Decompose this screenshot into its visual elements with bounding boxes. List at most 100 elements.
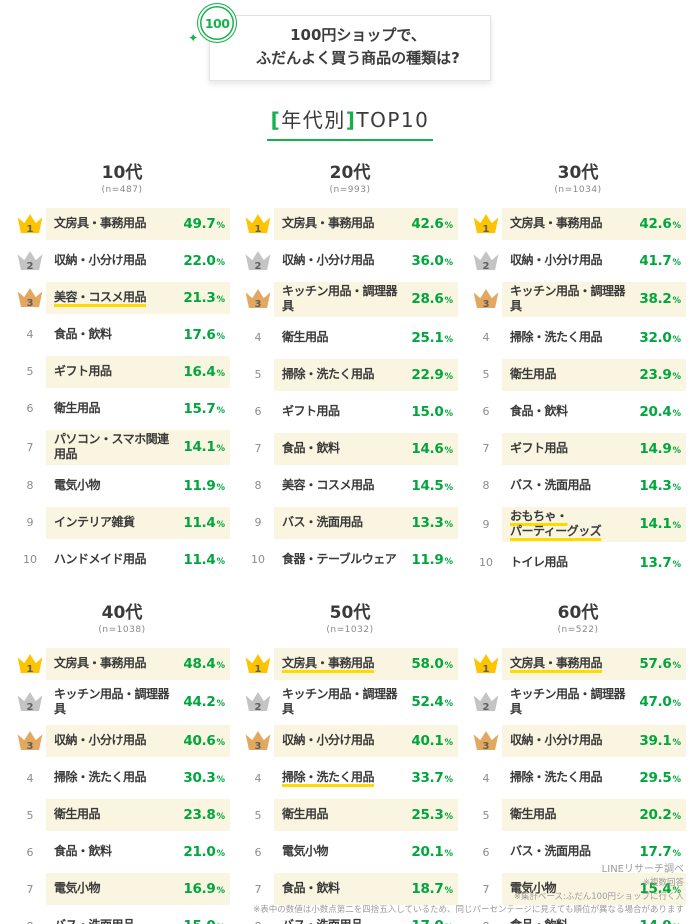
item-percent-value: 28.6 xyxy=(411,291,444,308)
rank-cell: 5 xyxy=(470,799,502,831)
footer: LINEリサーチ調べ ※複数回答 ※集計ベース:ふだん100円ショップに行く人 … xyxy=(253,860,684,917)
rank-cell: 6 xyxy=(470,396,502,428)
rank-cell: 2 xyxy=(470,245,502,277)
rank-row: 10 食器・テーブルウェア 11.9% xyxy=(242,544,458,576)
rank-cell: 7 xyxy=(242,433,274,465)
panel-title: 60代 xyxy=(557,602,599,623)
age-panel: 50代 (n=1032) 1 文房具・事務用品 58.0% 2 キッチン用品・調理器具 52.… xyxy=(242,598,458,924)
rank-number: 1 xyxy=(254,223,262,235)
rank-row: 5 衛生用品 23.9% xyxy=(470,358,686,391)
rank-cell: 5 xyxy=(242,359,274,391)
item-label: 食品・飲料 xyxy=(54,326,112,341)
item-percent: 57.6% xyxy=(639,656,681,672)
rank-crown-icon: 2 xyxy=(16,249,44,273)
section-title-wrap: [年代別]TOP10 xyxy=(0,104,700,141)
rank-number: 4 xyxy=(254,331,262,345)
percent-sign: % xyxy=(444,812,453,823)
rank-crown-icon: 3 xyxy=(472,287,500,311)
rank-row: 2 収納・小分け用品 41.7% xyxy=(470,245,686,277)
rank-cell: 7 xyxy=(470,873,502,905)
percent-sign: % xyxy=(444,220,453,231)
item-percent: 25.1% xyxy=(411,330,453,346)
rank-cell: 8 xyxy=(14,470,46,502)
rank-row-band: キッチン用品・調理器具 28.6% xyxy=(274,281,458,317)
rank-crown-icon: 1 xyxy=(244,212,272,236)
item-percent-value: 47.0 xyxy=(639,694,672,711)
percent-sign: % xyxy=(216,482,225,493)
item-percent-value: 21.0 xyxy=(183,844,216,861)
rank-number: 5 xyxy=(254,368,262,382)
item-percent-value: 11.4 xyxy=(183,551,216,568)
percent-sign: % xyxy=(216,368,225,379)
rank-number: 10 xyxy=(23,553,37,567)
item-label: 文房具・事務用品 xyxy=(282,215,375,230)
item-percent-value: 30.3 xyxy=(183,770,216,787)
rank-number: 1 xyxy=(254,663,262,675)
item-percent: 28.6% xyxy=(411,291,453,307)
item-percent: 41.7% xyxy=(639,253,681,269)
item-label: バス・洗面用品 xyxy=(510,477,591,492)
rank-cell: 4 xyxy=(14,319,46,351)
rank-cell: 1 xyxy=(242,208,274,240)
percent-sign: % xyxy=(216,812,225,823)
rank-row-band: 電気小物 11.9% xyxy=(46,470,230,502)
rank-cell: 2 xyxy=(470,685,502,720)
item-percent: 14.9% xyxy=(639,918,681,924)
rank-cell: 1 xyxy=(14,648,46,680)
item-label: 衛生用品 xyxy=(510,366,557,381)
item-percent-value: 41.7 xyxy=(639,252,672,269)
item-percent: 44.2% xyxy=(183,694,225,710)
rank-cell: 6 xyxy=(242,836,274,868)
rank-cell: 10 xyxy=(14,544,46,576)
rank-row-band: ギフト用品 16.4% xyxy=(46,355,230,388)
item-percent: 29.5% xyxy=(639,770,681,786)
rank-row: 2 キッチン用品・調理器具 47.0% xyxy=(470,685,686,720)
rank-row: 7 パソコン・スマホ関連用品 14.1% xyxy=(14,429,230,465)
rank-row-band: 食品・飲料 17.6% xyxy=(46,319,230,351)
rank-cell: 3 xyxy=(242,725,274,757)
item-percent: 20.2% xyxy=(639,807,681,823)
item-percent: 14.5% xyxy=(411,478,453,494)
item-percent-value: 15.7 xyxy=(183,400,216,417)
rank-row: 1 文房具・事務用品 58.0% xyxy=(242,647,458,680)
rank-cell: 8 xyxy=(242,470,274,502)
rank-row-band: 食品・飲料 18.7% xyxy=(274,873,458,906)
rank-row: 4 掃除・洗たく用品 32.0% xyxy=(470,322,686,354)
rank-number: 5 xyxy=(482,808,490,822)
percent-sign: % xyxy=(672,660,681,671)
rank-crown-icon: 3 xyxy=(244,729,272,753)
item-label: バス・洗面用品 xyxy=(282,514,363,529)
rank-cell: 5 xyxy=(14,356,46,388)
item-label: 掃除・洗たく用品 xyxy=(282,366,375,381)
item-percent: 14.3% xyxy=(639,478,681,494)
rank-row-band: 収納・小分け用品 36.0% xyxy=(274,245,458,277)
rank-crown-icon: 3 xyxy=(16,286,44,310)
rank-row: 6 食品・飲料 21.0% xyxy=(14,836,230,868)
bracket-open: [ xyxy=(270,107,282,132)
item-percent: 11.4% xyxy=(183,515,225,531)
rank-number: 3 xyxy=(254,299,262,311)
rank-row-band: 文房具・事務用品 48.4% xyxy=(46,647,230,680)
item-label: 収納・小分け用品 xyxy=(54,252,147,267)
item-label: 電気小物 xyxy=(510,881,557,896)
percent-sign: % xyxy=(216,294,225,305)
rank-number: 6 xyxy=(254,845,262,859)
percent-sign: % xyxy=(672,886,681,897)
section-top-label: TOP10 xyxy=(356,107,430,132)
rank-row-band: 収納・小分け用品 41.7% xyxy=(502,245,686,277)
item-percent-value: 57.6 xyxy=(639,655,672,672)
rank-row: 6 ギフト用品 15.0% xyxy=(242,396,458,428)
rank-row-band: 食品・飲料 21.0% xyxy=(46,836,230,868)
rank-row-band: 食品・飲料 14.6% xyxy=(274,432,458,465)
item-label: 美容・コスメ用品 xyxy=(54,289,147,304)
rank-number: 5 xyxy=(26,365,34,378)
item-percent: 30.3% xyxy=(183,770,225,786)
item-percent: 38.2% xyxy=(639,291,681,307)
item-percent-value: 13.7 xyxy=(639,554,672,571)
item-percent: 11.4% xyxy=(183,552,225,568)
item-percent-value: 14.1 xyxy=(183,439,216,456)
percent-sign: % xyxy=(444,849,453,860)
rank-row: 2 収納・小分け用品 22.0% xyxy=(14,245,230,277)
item-label: 文房具・事務用品 xyxy=(510,656,603,671)
rank-number: 1 xyxy=(26,223,34,235)
